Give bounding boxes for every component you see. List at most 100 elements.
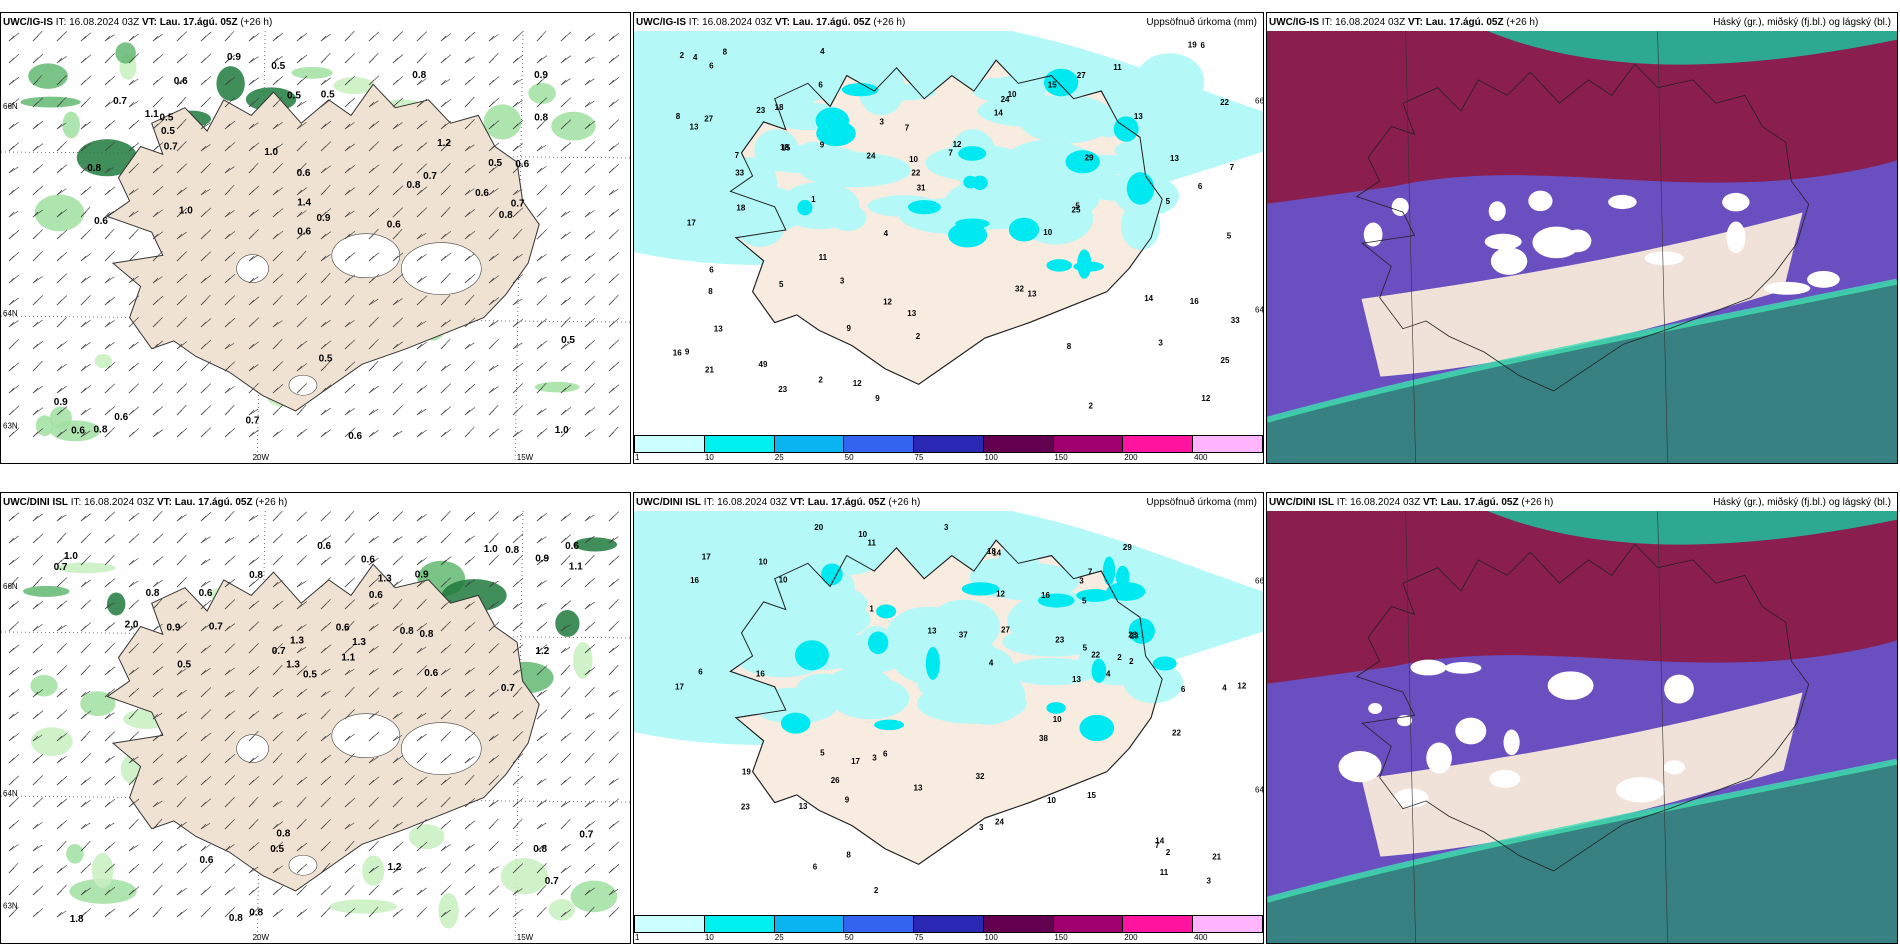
latitude-label: 66N: [1255, 576, 1263, 585]
accumulation-patch: [438, 892, 459, 929]
wind-barb: [104, 166, 115, 174]
wind-barb-flag: [80, 321, 87, 328]
wind-barb-flag: [344, 801, 351, 808]
accumulation-value: 0.5: [561, 335, 575, 346]
wind-barb-flag: [512, 409, 519, 416]
wind-barb-flag: [344, 255, 351, 262]
wind-barb-flag: [344, 167, 351, 174]
wind-barb-flag: [344, 57, 351, 64]
precip-value: 9: [685, 348, 690, 357]
precip-value: 14: [1144, 294, 1153, 303]
wind-barb-flag: [32, 625, 39, 632]
precip-shading: [703, 53, 1223, 279]
accumulation-value: 0.7: [246, 416, 260, 427]
legend-tick-label: 1: [635, 933, 640, 942]
accumulation-value: 1.0: [64, 551, 78, 562]
wind-barb-flag: [488, 845, 495, 852]
wind-barb: [296, 210, 307, 218]
wind-barb-flag: [200, 145, 207, 152]
wind-barb-flag: [368, 409, 375, 416]
init-time-label: IT:: [688, 17, 700, 28]
accumulation-value: 0.8: [412, 70, 426, 81]
precip-value: 7: [905, 123, 910, 132]
clear-sky-patch: [1490, 247, 1528, 275]
wind-barb-flag: [560, 559, 567, 566]
wind-barb-flag: [104, 431, 111, 438]
wind-barb-flag: [296, 735, 303, 742]
wind-barb-flag: [584, 145, 591, 152]
wind-barb-flag: [104, 735, 111, 742]
wind-barb-flag: [368, 387, 375, 394]
wind-barb-flag: [152, 779, 159, 786]
wind-barb-flag: [56, 713, 63, 720]
wind-barb: [608, 888, 619, 896]
wind-barb-flag: [248, 735, 255, 742]
clear-sky-patch: [1363, 222, 1383, 247]
precip-value: 5: [1227, 232, 1232, 241]
wind-barb-flag: [32, 647, 39, 654]
wind-barb-flag: [8, 145, 15, 152]
wind-barb-flag: [464, 823, 471, 830]
wind-barb: [248, 254, 259, 262]
precip-value: 29: [1123, 543, 1132, 552]
wind-barb-flag: [104, 603, 111, 610]
wind-barb-flag: [8, 713, 15, 720]
wind-barb-flag: [536, 559, 543, 566]
wind-barb-flag: [584, 779, 591, 786]
wind-barb-flag: [512, 823, 519, 830]
wind-barb: [224, 536, 235, 544]
wind-barb-flag: [608, 277, 615, 284]
wind-barb-flag: [488, 343, 495, 350]
wind-barb-flag: [416, 515, 423, 522]
wind-barb-flag: [560, 299, 567, 306]
legend-swatch: [774, 436, 845, 452]
wind-barb-flag: [80, 145, 87, 152]
precip-value: 9: [875, 394, 880, 403]
wind-barb-flag: [320, 79, 327, 86]
panel-header: UWC/DINI ISL IT: 16.08.2024 03Z VT: Lau.…: [3, 495, 628, 511]
wind-barb-flag: [464, 603, 471, 610]
wind-barb-flag: [8, 35, 15, 42]
wind-barb-flag: [392, 189, 399, 196]
high-cloud-field: [1267, 31, 1897, 204]
precip-value: 2: [916, 332, 921, 341]
precip-value: 17: [702, 553, 711, 562]
wind-barb-flag: [104, 867, 111, 874]
wind-barb-flag: [176, 79, 183, 86]
precip-value: 24: [867, 151, 876, 160]
precip-color-legend: 1 10 25 50 75 100 150 200 400: [634, 435, 1263, 462]
wind-barb-flag: [608, 387, 615, 394]
wind-barb-flag: [8, 79, 15, 86]
precip-cell: [841, 83, 879, 97]
wind-barb-flag: [536, 79, 543, 86]
wind-barb-flag: [224, 79, 231, 86]
wind-barb-flag: [512, 79, 519, 86]
wind-barb-flag: [368, 647, 375, 654]
wind-barb-flag: [320, 515, 327, 522]
wind-barb-flag: [56, 167, 63, 174]
wind-barb-flag: [200, 581, 207, 588]
wind-barb-flag: [608, 889, 615, 896]
wind-barb-flag: [296, 515, 303, 522]
iceland-land: [106, 563, 540, 892]
accumulation-value: 0.8: [87, 163, 101, 174]
wind-barb: [368, 756, 379, 764]
wind-barb-flag: [344, 365, 351, 372]
precip-map-panel: 2 2 3 6 4 1 3 16 10 17 38 29 32 23 37 26 21 16 24 13 14 22 18 2…: [633, 492, 1264, 944]
wind-barb-flag: [152, 233, 159, 240]
wind-barb-flag: [128, 801, 135, 808]
wind-barb-flag: [104, 409, 111, 416]
wind-barb-flag: [320, 867, 327, 874]
wind-barb-flag: [272, 801, 279, 808]
accumulation-patch: [291, 66, 333, 79]
wind-barb-flag: [440, 387, 447, 394]
wind-barb-flag: [80, 735, 87, 742]
wind-barb-flag: [56, 801, 63, 808]
wind-barb-flag: [56, 189, 63, 196]
wind-barb-flag: [536, 431, 543, 438]
precip-value: 7: [1230, 163, 1235, 172]
precip-value: 17: [687, 218, 696, 227]
wind-barb-flag: [152, 145, 159, 152]
wind-barb-flag: [584, 735, 591, 742]
wind-barb-flag: [512, 431, 519, 438]
